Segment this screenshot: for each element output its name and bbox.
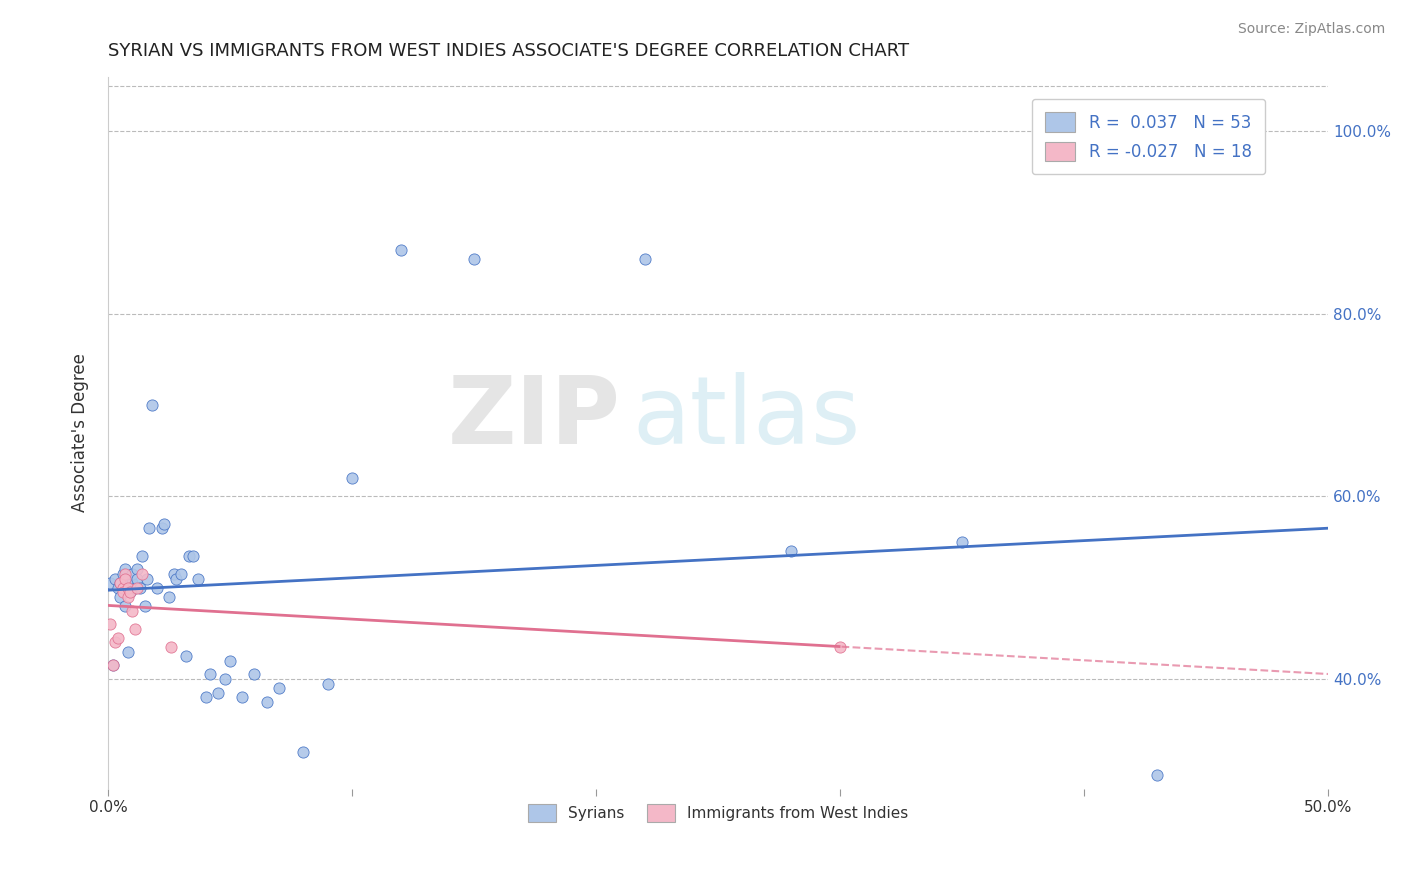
Text: Source: ZipAtlas.com: Source: ZipAtlas.com [1237, 22, 1385, 37]
Point [100, 576, 122, 591]
Point [108, 576, 131, 591]
Point [127, 562, 149, 576]
Point [111, 581, 134, 595]
Text: SYRIAN VS IMMIGRANTS FROM WEST INDIES ASSOCIATE'S DEGREE CORRELATION CHART: SYRIAN VS IMMIGRANTS FROM WEST INDIES AS… [108, 42, 910, 60]
Point [131, 567, 153, 582]
Point [111, 585, 134, 599]
Point [114, 572, 136, 586]
Point [107, 581, 129, 595]
Point [141, 398, 163, 412]
Point [165, 572, 187, 586]
Point [114, 599, 136, 613]
Point [136, 572, 159, 586]
Point [256, 695, 278, 709]
Point [121, 567, 143, 582]
Point [634, 252, 657, 267]
Point [104, 572, 127, 586]
Point [117, 645, 139, 659]
Point [108, 590, 131, 604]
Point [146, 581, 169, 595]
Point [187, 572, 209, 586]
Point [134, 599, 156, 613]
Point [950, 535, 973, 549]
Point [111, 567, 134, 582]
Point [121, 603, 143, 617]
Point [267, 681, 290, 695]
Point [124, 581, 146, 595]
Point [780, 544, 803, 558]
Point [463, 252, 485, 267]
Point [117, 572, 139, 586]
Point [118, 585, 141, 599]
Point [150, 521, 173, 535]
Point [170, 567, 193, 582]
Point [828, 640, 851, 654]
Point [118, 585, 141, 599]
Point [157, 590, 180, 604]
Text: ZIP: ZIP [447, 372, 620, 465]
Point [1146, 768, 1168, 782]
Point [128, 581, 150, 595]
Point [101, 658, 124, 673]
Point [214, 672, 236, 686]
Point [194, 690, 217, 705]
Point [114, 562, 136, 576]
Point [108, 576, 131, 591]
Point [219, 654, 242, 668]
Point [174, 649, 197, 664]
Point [243, 667, 266, 681]
Legend: Syrians, Immigrants from West Indies: Syrians, Immigrants from West Indies [516, 792, 921, 834]
Point [160, 640, 183, 654]
Point [183, 549, 205, 563]
Point [100, 617, 122, 632]
Point [117, 581, 139, 595]
Point [118, 576, 141, 591]
Point [153, 516, 176, 531]
Point [117, 590, 139, 604]
Point [104, 635, 127, 649]
Point [200, 667, 222, 681]
Y-axis label: Associate's Degree: Associate's Degree [72, 353, 89, 512]
Point [389, 243, 412, 257]
Point [177, 549, 200, 563]
Point [114, 567, 136, 582]
Point [340, 471, 363, 485]
Point [292, 745, 315, 759]
Point [138, 521, 160, 535]
Point [207, 686, 229, 700]
Point [101, 658, 124, 673]
Point [231, 690, 253, 705]
Point [131, 549, 153, 563]
Point [107, 631, 129, 645]
Point [127, 572, 149, 586]
Point [127, 581, 149, 595]
Point [163, 567, 186, 582]
Text: atlas: atlas [633, 372, 860, 465]
Point [124, 622, 146, 636]
Point [316, 676, 339, 690]
Point [121, 576, 143, 591]
